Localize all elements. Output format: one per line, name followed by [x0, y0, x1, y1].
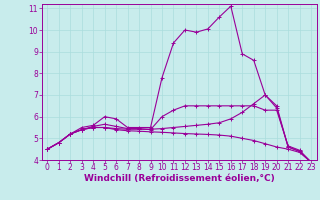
X-axis label: Windchill (Refroidissement éolien,°C): Windchill (Refroidissement éolien,°C): [84, 174, 275, 183]
